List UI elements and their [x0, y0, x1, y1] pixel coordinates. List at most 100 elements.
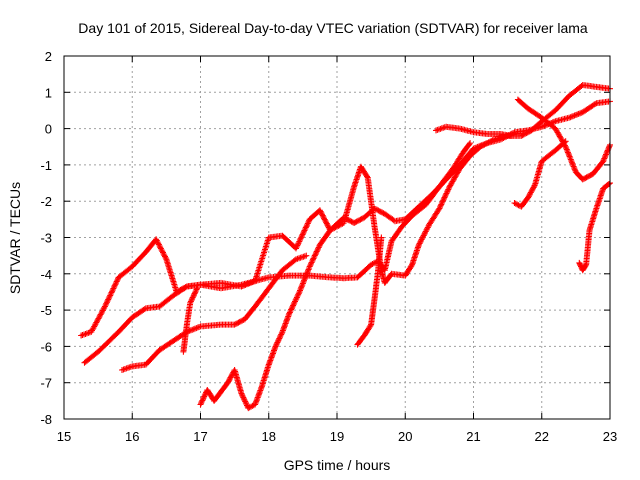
data-marker-run: [579, 82, 598, 90]
data-marker-run: [115, 315, 135, 335]
y-tick-label: -4: [40, 267, 52, 282]
data-marker-run: [429, 177, 449, 197]
data-marker-run: [241, 304, 258, 323]
data-marker-run: [88, 304, 108, 335]
data-marker-run: [415, 192, 435, 210]
data-marker-run: [589, 159, 606, 177]
data-marker-run: [518, 195, 531, 210]
data-marker-run: [153, 236, 169, 261]
data-marker-run: [443, 163, 462, 183]
data-marker-run: [272, 330, 285, 350]
data-marker-run: [357, 163, 370, 180]
data-marker-run: [354, 262, 373, 281]
data-marker-run: [402, 204, 421, 223]
data-marker-run: [436, 185, 452, 212]
data-marker-run: [115, 264, 134, 281]
data-point: [562, 138, 569, 145]
data-marker-run: [446, 166, 463, 190]
data-marker-run: [231, 316, 247, 328]
data-point: [303, 252, 310, 259]
data-marker-run: [163, 256, 180, 294]
data-marker-run: [586, 206, 599, 234]
data-marker-run: [426, 206, 442, 228]
data-marker-run: [562, 143, 579, 174]
series-track-c: [119, 252, 310, 373]
data-marker-run: [156, 293, 175, 310]
y-tick-label: -8: [40, 412, 52, 427]
data-series: [78, 82, 613, 412]
data-marker-run: [306, 272, 332, 281]
data-marker-run: [129, 306, 148, 321]
data-marker-run: [293, 253, 308, 263]
data-marker-run: [579, 171, 595, 183]
x-tick-label: 19: [330, 429, 344, 444]
data-marker-run: [119, 363, 134, 373]
data-marker-run: [593, 83, 612, 92]
data-marker-run: [180, 323, 190, 355]
data-marker-run: [409, 243, 422, 268]
data-marker-run: [316, 228, 333, 248]
data-marker-run: [566, 109, 585, 121]
data-marker-run: [456, 146, 476, 168]
y-tick-label: -5: [40, 303, 52, 318]
data-marker-run: [211, 389, 224, 404]
data-marker-run: [381, 239, 395, 274]
data-marker-run: [279, 257, 298, 274]
series-track-b: [81, 140, 474, 366]
axis-ticks: 15 16 17 18 19 20 21 22 23 -8 -7 -6 -5 -4 -3 -2 -1 0 1 2: [40, 49, 617, 444]
data-point: [378, 234, 385, 241]
data-marker-run: [361, 322, 374, 339]
data-marker-run: [142, 303, 161, 312]
data-marker-run: [552, 115, 571, 125]
series-track-e: [180, 285, 201, 355]
y-tick-label: 0: [45, 122, 52, 137]
data-marker-run: [388, 224, 404, 245]
data-marker-run: [238, 278, 257, 288]
series-track-i: [511, 138, 569, 210]
x-tick-label: 15: [57, 429, 71, 444]
data-marker-run: [279, 232, 298, 251]
data-marker-run: [381, 210, 397, 224]
data-marker-run: [381, 271, 394, 286]
data-marker-run: [306, 243, 323, 270]
data-marker-run: [231, 367, 244, 396]
data-marker-run: [600, 181, 612, 192]
x-axis-label: GPS time / hours: [284, 457, 391, 473]
data-marker-run: [402, 262, 415, 279]
data-marker-run: [531, 159, 545, 188]
data-marker-run: [316, 207, 333, 232]
y-tick-label: -6: [40, 339, 52, 354]
data-point: [467, 140, 474, 147]
data-point: [194, 285, 201, 292]
data-marker-run: [443, 123, 462, 132]
series-track-f: [354, 234, 385, 348]
data-marker-run: [368, 297, 378, 328]
data-marker-run: [197, 321, 223, 330]
data-marker-run: [252, 286, 271, 310]
data-marker-run: [552, 94, 571, 114]
data-marker-run: [327, 215, 346, 234]
series-track-j: [576, 180, 613, 274]
data-marker-run: [354, 333, 367, 348]
series-track-d: [197, 98, 613, 412]
data-marker-run: [293, 217, 313, 252]
data-marker-run: [415, 223, 432, 248]
y-tick-label: -2: [40, 194, 52, 209]
data-marker-run: [156, 338, 175, 353]
data-marker-run: [470, 140, 489, 152]
x-tick-label: 16: [125, 429, 139, 444]
x-tick-label: 18: [262, 429, 276, 444]
data-marker-run: [456, 125, 475, 135]
data-marker-run: [265, 268, 285, 292]
data-marker-run: [593, 98, 612, 107]
data-marker-run: [183, 301, 193, 328]
data-marker-run: [375, 236, 385, 275]
data-marker-run: [525, 183, 538, 201]
series-track-g: [433, 123, 515, 139]
data-marker-run: [101, 275, 121, 310]
data-marker-run: [286, 290, 302, 317]
data-marker-run: [296, 265, 313, 295]
chart-title: Day 101 of 2015, Sidereal Day-to-day VTE…: [78, 20, 588, 36]
data-marker-run: [593, 186, 606, 212]
